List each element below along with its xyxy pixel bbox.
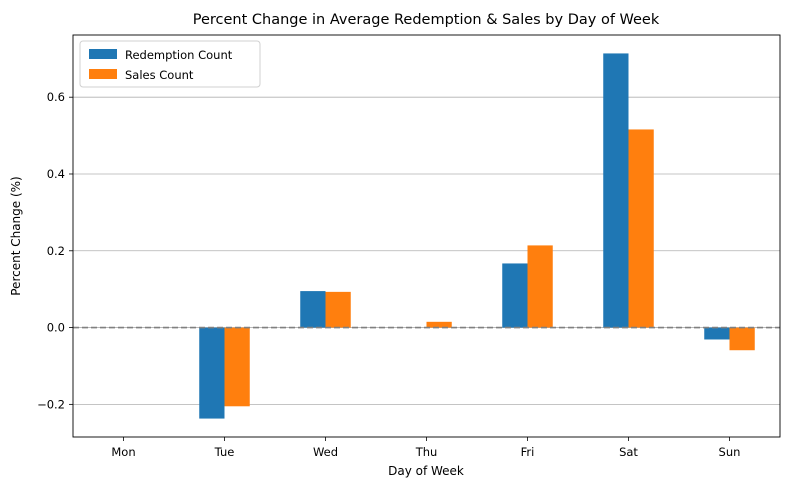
bar-redemption-count [300,291,326,328]
y-tick-label: −0.2 [37,397,65,411]
bar-sales-count [729,327,755,351]
chart-title: Percent Change in Average Redemption & S… [193,12,660,28]
bars [199,53,755,419]
bar-sales-count [527,245,553,328]
bar-redemption-count [603,53,629,328]
legend-swatch [89,69,117,79]
x-tick-label: Tue [214,445,235,459]
grid-lines [73,96,780,405]
bar-sales-count [224,327,250,407]
bar-sales-count [325,291,351,328]
bar-redemption-count [502,263,528,328]
x-axis-label: Day of Week [388,464,464,478]
bar-redemption-count [704,327,730,340]
plot-frame [72,34,781,438]
bar-sales-count [426,321,452,328]
x-tick-label: Sat [619,445,638,459]
y-tick-label: 0.0 [47,321,65,335]
bar-redemption-count [199,327,225,419]
y-tick-label: 0.2 [47,244,65,258]
legend-label: Sales Count [125,68,194,82]
bar-sales-count [628,129,654,328]
tick-labels: −0.2 0.0 0.2 0.4 0.6 Mon Tue Wed Thu Fri Sat Sun [37,90,740,459]
x-tick-label: Mon [111,445,135,459]
legend: Redemption Count Sales Count [79,40,261,88]
legend-swatch [89,49,117,59]
x-tick-label: Sun [719,445,741,459]
legend-box [79,40,261,88]
x-tick-label: Fri [521,445,535,459]
y-tick-label: 0.6 [47,90,65,104]
y-tick-label: 0.4 [47,167,65,181]
axes [69,34,781,441]
y-axis-label: Percent Change (%) [9,176,23,296]
legend-label: Redemption Count [125,48,233,62]
x-tick-label: Thu [415,445,438,459]
x-tick-label: Wed [313,445,338,459]
